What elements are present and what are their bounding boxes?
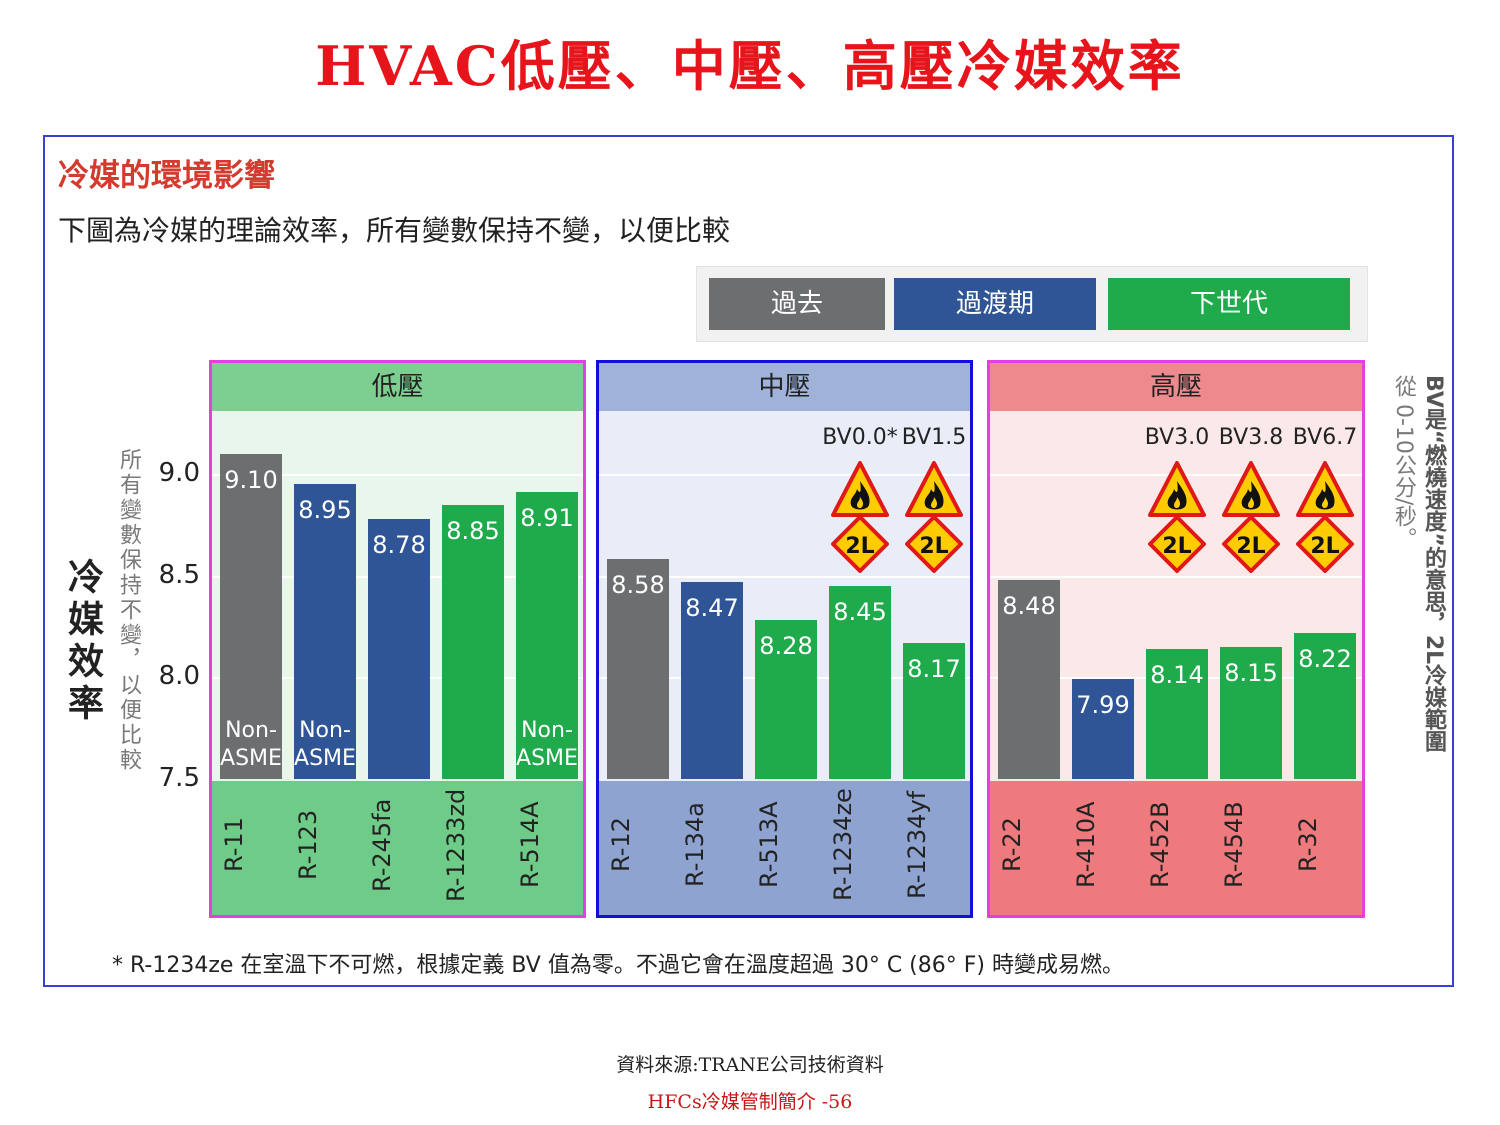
group-header: 中壓 (599, 363, 970, 411)
slide-title: HVAC低壓、中壓、高壓冷媒效率 (315, 34, 1185, 98)
bar-value-label: 8.15 (1224, 658, 1278, 687)
legend-label-next: 下世代 (1189, 289, 1268, 319)
footnote: * R-1234ze 在室溫下不可燃，根據定義 BV 值為零。不過它會在溫度超過… (112, 953, 1124, 978)
bar-note-label: Non- ASME (516, 718, 578, 771)
bv-label: BV3.8 (1218, 425, 1284, 450)
bar-r-1234ze (829, 585, 891, 779)
bar-r-123 (294, 484, 356, 779)
category-label: R-454B (1220, 801, 1248, 889)
bar-value-label: 8.58 (611, 571, 665, 600)
bar-value-label: 8.17 (907, 654, 961, 683)
pressure-group: 中壓 8.58 R-12 8.47 R-134a 8.28 R-513A 8.45 R-1234… (596, 360, 973, 918)
bar-value-label: 8.78 (372, 530, 426, 559)
bar-value-label: 8.95 (298, 496, 352, 525)
bar-r-134a (681, 581, 743, 779)
bar-r-454b (1220, 646, 1282, 779)
group-category-band (599, 781, 970, 915)
category-label: R-452B (1146, 801, 1174, 889)
bar-value-label: 8.22 (1298, 644, 1352, 673)
bar-note-label: Non- ASME (220, 718, 282, 771)
legend-item-transition: 過渡期 (894, 278, 1096, 330)
bar-value-label: 8.47 (685, 593, 739, 622)
category-label: R-514A (516, 801, 544, 889)
category-label: R-11 (220, 817, 248, 873)
y-tick-label: 9.0 (158, 458, 200, 489)
gridline (212, 474, 583, 477)
bar-r-410a (1072, 679, 1134, 779)
category-label: R-32 (1294, 817, 1322, 873)
y-tick-label: 8.5 (158, 559, 200, 590)
flammable-2l-icon: 2L (1296, 461, 1354, 573)
flammable-2l-icon: 2L (1148, 461, 1206, 573)
bar-r-11 (220, 453, 282, 779)
source-credit: 資料來源:TRANE公司技術資料 (616, 1054, 884, 1076)
bar-value-label: 8.91 (520, 504, 574, 533)
bar-value-label: 8.85 (446, 516, 500, 545)
category-label: R-513A (755, 801, 783, 889)
category-label: R-245fa (368, 798, 396, 892)
bar-value-label: 8.48 (1002, 591, 1056, 620)
bar-r-513a (755, 620, 817, 779)
category-label: R-22 (998, 817, 1026, 873)
svg-text:2L: 2L (1162, 534, 1191, 559)
group-category-band (212, 781, 583, 915)
y-tick-label: 8.0 (158, 661, 200, 692)
category-label: R-12 (607, 817, 635, 873)
legend-label-transition: 過渡期 (955, 289, 1034, 319)
bar-value-label: 7.99 (1076, 691, 1130, 720)
flammable-2l-icon: 2L (831, 461, 889, 573)
y-tick-label: 7.5 (158, 763, 200, 793)
bar-r-514a (516, 492, 578, 779)
category-label: R-1234yf (903, 790, 931, 900)
svg-text:2L: 2L (919, 534, 948, 559)
flammable-2l-icon: 2L (1222, 461, 1280, 573)
bar-r-452b (1146, 648, 1208, 779)
bar-r-1233zd (442, 504, 504, 779)
bar-value-label: 8.45 (833, 597, 887, 626)
bar-r-22 (998, 579, 1060, 779)
bar-r-245fa (368, 518, 430, 779)
gridline (599, 575, 970, 578)
category-label: R-1233zd (442, 788, 470, 902)
panel-subheading: 下圖為冷媒的理論效率，所有變數保持不變，以便比較 (58, 214, 731, 247)
bv-explanation-line2: 從 0-10公分/秒。 (1391, 375, 1416, 550)
bar-r-32 (1294, 632, 1356, 779)
flammable-2l-icon: 2L (905, 461, 963, 573)
legend-item-past: 過去 (709, 278, 885, 330)
page-number: HFCs冷媒管制簡介 -56 (647, 1091, 853, 1113)
legend: 過去 過渡期 下世代 (697, 267, 1367, 341)
group-header: 低壓 (212, 363, 583, 411)
pressure-group: 高壓 8.48 R-22 7.99 R-410A 8.14 R-452B BV3.0 2L 8.1… (987, 360, 1365, 918)
bv-label: BV3.0 (1144, 425, 1210, 450)
bv-label: BV6.7 (1292, 425, 1358, 450)
pressure-group: 低壓 9.10 Non- ASME R-11 8.95 Non- ASME R-123 8.78 R… (209, 360, 586, 918)
svg-text:2L: 2L (1310, 534, 1339, 559)
bar-note-label: Non- ASME (294, 718, 356, 771)
bar-r-1234yf (903, 642, 965, 779)
group-header: 高壓 (990, 363, 1362, 411)
svg-text:2L: 2L (845, 534, 874, 559)
y-axis-note: 所有變數保持不變，以便比較 (116, 448, 141, 773)
bv-explanation-line1: BV是“燃燒速度”的意思，2L冷媒範圍 (1421, 375, 1446, 753)
group-category-band (990, 781, 1362, 915)
bv-label: BV0.0* (822, 425, 898, 450)
bar-value-label: 8.28 (759, 632, 813, 661)
bar-value-label: 9.10 (224, 465, 278, 494)
bv-label: BV1.5 (901, 425, 967, 450)
svg-text:2L: 2L (1236, 534, 1265, 559)
bar-r-12 (607, 559, 669, 779)
panel-heading: 冷媒的環境影響 (58, 158, 275, 194)
gridline (990, 575, 1362, 578)
category-label: R-410A (1072, 801, 1100, 889)
category-label: R-123 (294, 809, 322, 881)
category-label: R-1234ze (829, 788, 857, 902)
category-label: R-134a (681, 802, 709, 888)
y-axis-title: 冷媒效率 (62, 558, 103, 726)
bv-explanation: BV是“燃燒速度”的意思，2L冷媒範圍 從 0-10公分/秒。 (1388, 375, 1448, 915)
bar-value-label: 8.14 (1150, 660, 1204, 689)
gridline (599, 474, 970, 477)
legend-label-past: 過去 (770, 289, 823, 319)
legend-item-next: 下世代 (1108, 278, 1350, 330)
